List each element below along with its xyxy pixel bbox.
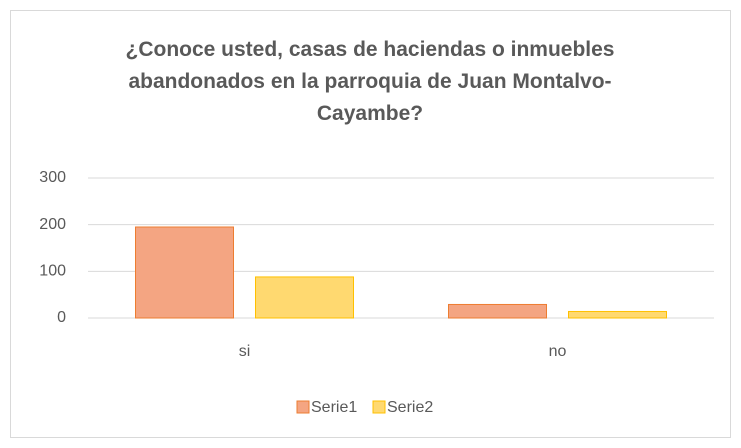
bar	[255, 276, 354, 319]
chart-border	[10, 10, 731, 438]
bar	[448, 303, 547, 319]
y-tick-label: 0	[57, 309, 66, 326]
y-tick-label: 100	[39, 263, 66, 280]
y-tick-label: 200	[39, 216, 66, 233]
bar	[568, 310, 667, 319]
legend-label: Serie2	[387, 399, 433, 416]
bar	[135, 226, 234, 319]
x-tick-label: no	[549, 343, 567, 360]
chart-title: ¿Conoce usted, casas de haciendas o inmu…	[125, 38, 615, 125]
y-tick-label: 300	[39, 169, 66, 186]
legend-label: Serie1	[311, 399, 357, 416]
legend-swatch	[372, 400, 386, 414]
x-tick-label: si	[239, 343, 251, 360]
legend-swatch	[296, 400, 310, 414]
